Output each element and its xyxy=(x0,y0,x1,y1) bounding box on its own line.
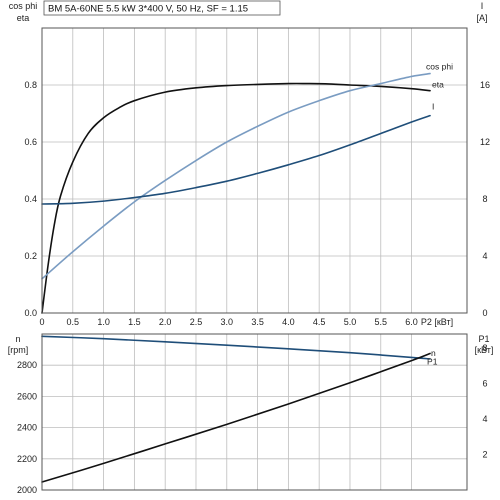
x-tick-label: 4.5 xyxy=(313,317,326,327)
x-tick-label: 1.5 xyxy=(128,317,141,327)
x-tick-label: 5.0 xyxy=(344,317,357,327)
x-tick-label: 6.0 xyxy=(405,317,418,327)
series-label-cos-phi: cos phi xyxy=(426,62,453,72)
x-tick-label: 0 xyxy=(39,317,44,327)
top-panel-series: eta cos phi I xyxy=(41,62,453,314)
chart-title: BM 5A-60NE 5.5 kW 3*400 V, 50 Hz, SF = 1… xyxy=(48,4,248,15)
left-tick-label: 2200 xyxy=(17,454,37,464)
top-panel-labels: cos phi eta I [A] BM 5A-60NE 5.5 kW 3*40… xyxy=(9,0,490,327)
series-label-n: n xyxy=(431,348,436,358)
bottom-panel-labels: n [rpm] P1 [кВт] 2000 2200 2400 2600 2800 2 4 6… xyxy=(8,334,494,495)
bottom-panel-series: nP1 xyxy=(41,335,438,483)
left-tick-label: 2000 xyxy=(17,485,37,495)
right-tick-label: 8 xyxy=(482,343,487,353)
x-tick-label: 3.5 xyxy=(251,317,264,327)
left-axis-label-1: cos phi xyxy=(9,1,38,11)
series-line-i xyxy=(41,114,431,205)
bottom-left-axis-label-2: [rpm] xyxy=(8,345,29,355)
bottom-right-axis-label-2: [кВт] xyxy=(475,345,494,355)
right-tick-label: 6 xyxy=(482,379,487,389)
x-tick-label: 3.0 xyxy=(221,317,234,327)
left-tick-label: 0.8 xyxy=(24,80,37,90)
left-tick-label: 0.2 xyxy=(24,251,37,261)
bottom-right-axis-label-1: P1 xyxy=(478,334,489,344)
right-tick-label: 4 xyxy=(482,414,487,424)
bottom-left-axis-label-1: n xyxy=(15,334,20,344)
top-panel-frame xyxy=(41,27,468,314)
top-panel-grid xyxy=(41,28,467,314)
right-axis-label-1: I xyxy=(481,1,484,11)
series-label-eta: eta xyxy=(432,80,444,90)
left-tick-label: 0.6 xyxy=(24,137,37,147)
series-line-p1 xyxy=(41,352,431,483)
series-line-cos-phi xyxy=(41,72,431,280)
series-label-p1: P1 xyxy=(427,357,438,367)
left-axis-label-2: eta xyxy=(17,13,30,23)
bottom-panel-frame xyxy=(41,333,468,491)
left-tick-label: 2400 xyxy=(17,423,37,433)
series-line-n xyxy=(41,335,431,360)
x-tick-label: 2.5 xyxy=(190,317,203,327)
left-tick-label: 2600 xyxy=(17,391,37,401)
right-tick-label: 8 xyxy=(482,194,487,204)
x-tick-label: 0.5 xyxy=(67,317,80,327)
x-tick-label: 4.0 xyxy=(282,317,295,327)
x-tick-label: 5.5 xyxy=(375,317,388,327)
series-label-i: I xyxy=(432,102,434,112)
right-axis-label-2: [A] xyxy=(476,13,487,23)
right-tick-label: 2 xyxy=(482,450,487,460)
left-tick-label: 2800 xyxy=(17,360,37,370)
title-box xyxy=(43,0,281,16)
x-tick-label: 2.0 xyxy=(159,317,172,327)
x-tick-label: 1.0 xyxy=(97,317,110,327)
x-axis-label: P2 [кВт] xyxy=(421,317,453,327)
left-tick-label: 0.4 xyxy=(24,194,37,204)
right-tick-label: 0 xyxy=(482,308,487,318)
right-tick-label: 16 xyxy=(480,80,490,90)
left-tick-label: 0.0 xyxy=(24,308,37,318)
right-tick-label: 12 xyxy=(480,137,490,147)
series-line-eta xyxy=(41,82,431,314)
right-tick-label: 4 xyxy=(482,251,487,261)
